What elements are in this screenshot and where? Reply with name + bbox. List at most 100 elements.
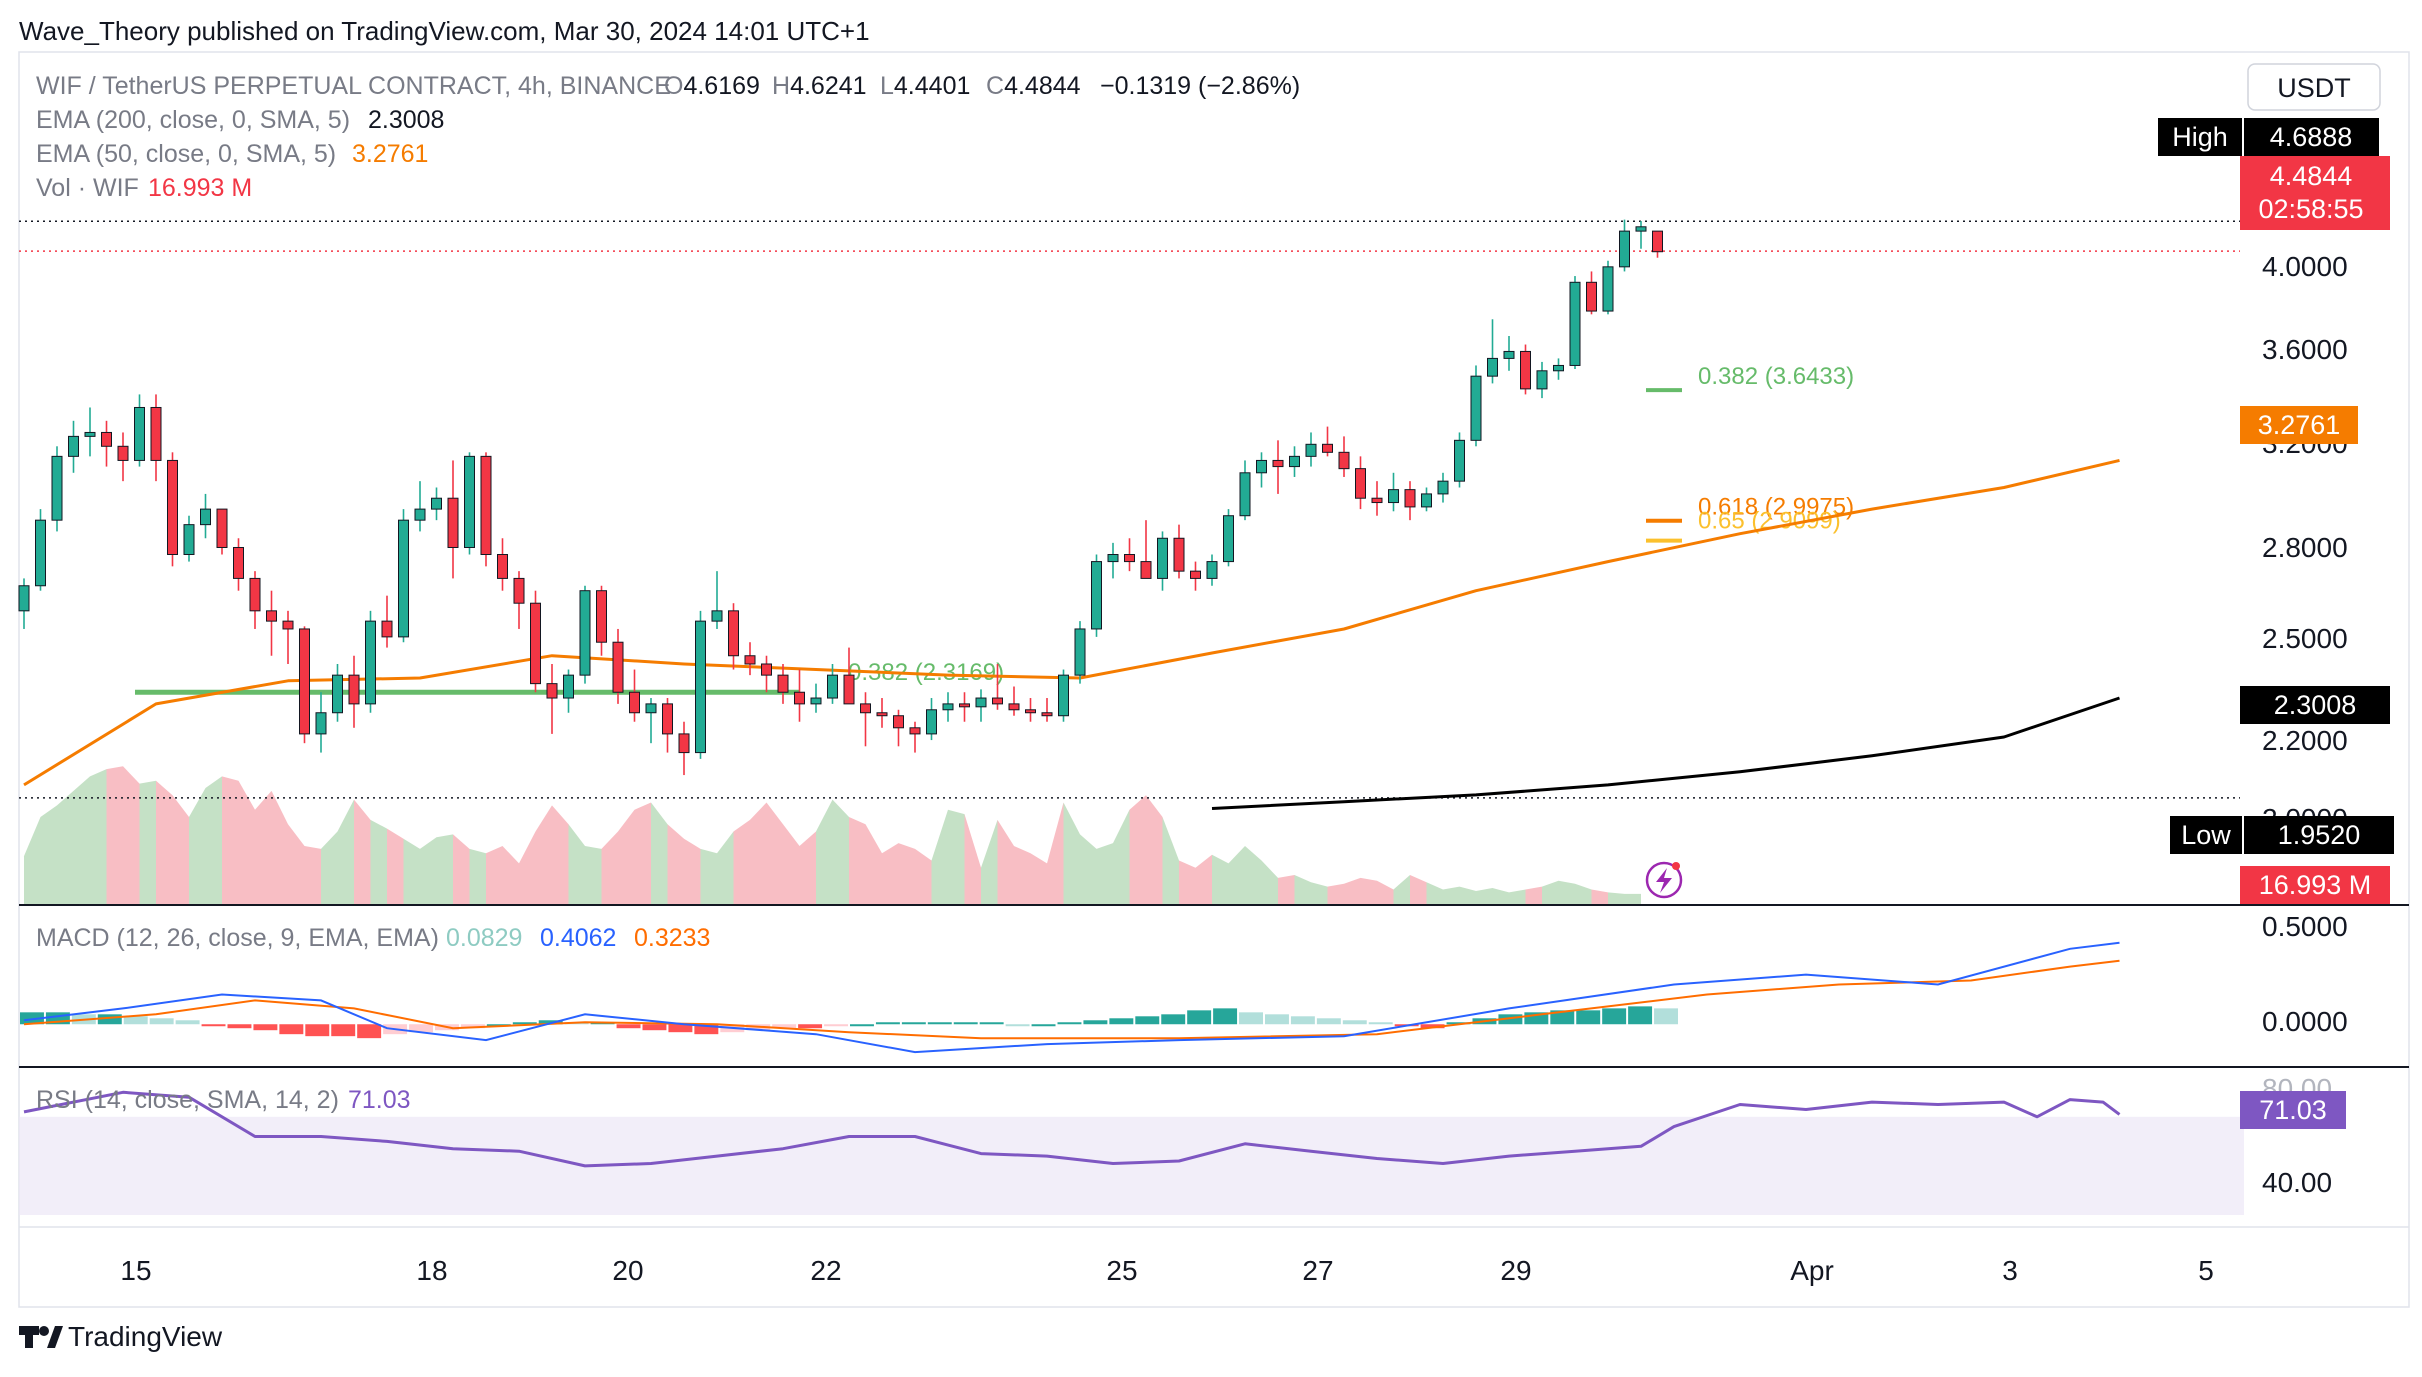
macd-histogram-bar: [979, 1022, 1004, 1025]
volume-segment: [1542, 880, 1559, 904]
candle-up: [365, 620, 376, 705]
macd-legend[interactable]: MACD (12, 26, close, 9, EMA, EMA) 0.0829…: [36, 924, 710, 952]
high-badge: [2244, 118, 2379, 156]
volume-segment: [1525, 886, 1542, 904]
volume-segment: [997, 819, 1014, 904]
volume-legend[interactable]: Vol · WIF 16.993 M: [36, 174, 252, 202]
high-label: High: [2172, 122, 2228, 152]
volume-segment: [766, 802, 783, 904]
volume-segment: [1624, 893, 1641, 904]
macd-histogram-bar: [460, 1024, 485, 1029]
volume-segment: [1096, 843, 1113, 904]
currency-button[interactable]: [2247, 63, 2381, 111]
macd-histogram-bar: [20, 1012, 44, 1025]
macd-histogram-bar: [1342, 1020, 1367, 1025]
volume-segment: [205, 776, 222, 904]
time-tick: 3: [2002, 1255, 2018, 1286]
candle-up: [1091, 561, 1102, 630]
high-label-box: [2158, 118, 2242, 156]
volume-segment: [1509, 889, 1526, 904]
volume-segment: [634, 802, 651, 904]
volume-segment: [1129, 795, 1146, 904]
candle-up: [1553, 364, 1564, 372]
close-value: 4.4844: [1004, 72, 1081, 100]
price-tick: 2.2000: [2262, 725, 2348, 756]
volume-segment: [1459, 886, 1476, 904]
currency-button-label[interactable]: USDT: [2277, 73, 2351, 103]
rsi-pane: [23, 1090, 2121, 1168]
time-axis[interactable]: 15 18 20 22 25 27 29 Apr 3 5: [120, 1255, 2213, 1286]
volume-segment: [1047, 802, 1064, 904]
candle-up: [1239, 472, 1251, 517]
macd-histogram-bar: [1446, 1022, 1471, 1025]
macd-histogram-bar: [1005, 1024, 1030, 1027]
chart-frame: [18, 51, 2410, 1308]
macd-histogram-bar: [1135, 1016, 1160, 1025]
footer-brand: TradingView: [68, 1321, 223, 1352]
low-badge: [2244, 816, 2394, 854]
volume-segment: [915, 848, 932, 904]
candle-up: [1536, 370, 1548, 390]
candle-down: [1338, 451, 1350, 470]
rsi-legend[interactable]: RSI (14, close, SMA, 14, 2) 71.03: [36, 1086, 411, 1114]
volume-segment: [1393, 875, 1410, 904]
low-badge-value: 1.9520: [2278, 820, 2361, 850]
time-tick: 29: [1500, 1255, 1531, 1286]
lightning-icon[interactable]: [1645, 861, 1683, 899]
volume-segment: [1179, 860, 1196, 904]
fib-level-label: 0.65 (2.9099): [1698, 508, 1841, 535]
time-tick: 5: [2198, 1255, 2214, 1286]
rsi-badge: [2240, 1091, 2346, 1129]
macd-histogram-bar: [149, 1018, 174, 1025]
volume-segment: [288, 824, 305, 904]
volume-segment: [1558, 880, 1575, 904]
macd-histogram-bar: [1161, 1014, 1186, 1025]
candle-down: [1025, 709, 1036, 714]
macd-tick: 0.0000: [2262, 1006, 2348, 1037]
macd-histogram-bar: [1550, 1010, 1575, 1025]
candle-down: [1322, 443, 1333, 453]
volume-segment: [1492, 888, 1509, 904]
macd-histogram-bar: [901, 1022, 926, 1025]
time-tick: 15: [120, 1255, 151, 1286]
volume-segment: [156, 780, 173, 904]
candle-down: [959, 703, 970, 708]
volume-segment: [1360, 877, 1377, 904]
price-axis[interactable]: 4.0000 3.6000 3.2000 2.8000 2.5000 2.200…: [2262, 251, 2348, 834]
volume-segment: [1146, 795, 1163, 904]
open-value: 4.6169: [683, 72, 759, 100]
macd-histogram-bar: [175, 1020, 200, 1025]
macd-histogram-bar: [1031, 1024, 1056, 1027]
candle-up: [464, 455, 475, 548]
candle-up: [563, 674, 574, 699]
price-tick: 3.6000: [2262, 334, 2348, 365]
ema200-badge: [2240, 686, 2390, 724]
volume-segment: [24, 817, 41, 904]
candle-down: [1652, 230, 1663, 253]
fib-level-label: 0.382 (3.6433): [1698, 363, 1854, 390]
volume-segment: [535, 805, 552, 904]
candle-down: [513, 577, 525, 604]
ema200-legend[interactable]: EMA (200, close, 0, SMA, 5) 2.3008: [36, 106, 444, 134]
candle-down: [381, 620, 393, 638]
macd-histogram-bar: [409, 1024, 433, 1033]
candle-down: [794, 691, 805, 705]
volume-segment: [469, 848, 486, 904]
candle-up: [1157, 537, 1168, 579]
macd-signal-line: [23, 959, 2120, 1040]
macd-histogram-bar: [798, 1024, 823, 1029]
volume-segment: [684, 838, 701, 904]
candle-up: [926, 709, 937, 735]
volume-segment: [1608, 892, 1625, 904]
macd-histogram-bar: [1316, 1018, 1341, 1025]
ema50-legend[interactable]: EMA (50, close, 0, SMA, 5) 3.2761: [36, 140, 428, 168]
macd-histogram-bar: [642, 1024, 667, 1031]
volume-segment: [519, 831, 536, 904]
candle-up: [1223, 515, 1234, 563]
macd-histogram-bar: [1602, 1008, 1627, 1025]
volume-segment: [717, 831, 734, 904]
macd-histogram-bar: [1628, 1006, 1653, 1025]
macd-histogram-bar: [279, 1024, 304, 1035]
